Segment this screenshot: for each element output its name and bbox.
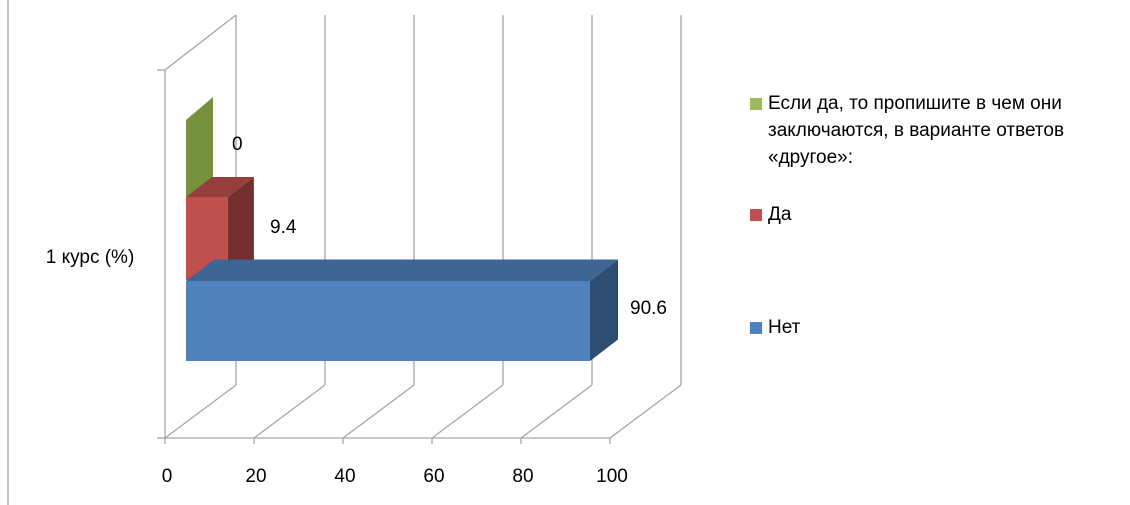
legend-label-no: Нет: [768, 317, 801, 338]
floor-gridline: [342, 384, 415, 439]
legend-item-yes: Да: [750, 201, 1108, 228]
x-tick-label: 0: [162, 466, 173, 487]
chart-labels: 0 20 40 60 80 100 1 курс (%) 90.6 9.4 0: [46, 134, 667, 487]
chart-bars: [186, 97, 618, 361]
category-label: 1 курс (%): [46, 247, 135, 268]
data-label: 90.6: [630, 298, 667, 319]
legend-swatch-no: [750, 322, 762, 334]
bar-no-side: [590, 259, 618, 361]
floor-gridline: [431, 384, 504, 439]
bar-other-side: [186, 97, 213, 197]
legend-label-other: Если да, то пропишите в чем они заключаю…: [768, 93, 1065, 168]
legend-label-yes: Да: [768, 204, 792, 225]
legend-swatch-yes: [750, 209, 762, 221]
floor-gridline: [164, 384, 237, 439]
bar-yes-side: [227, 176, 254, 280]
bar-yes-top: [186, 176, 254, 197]
data-label: 9.4: [270, 217, 297, 238]
floor-gridline: [253, 384, 326, 439]
x-tick-label: 100: [596, 466, 628, 487]
bar-no: [186, 259, 618, 361]
legend-item-other: Если да, то пропишите в чем они заключаю…: [750, 90, 1108, 171]
data-label: 0: [232, 134, 243, 155]
bar-other: [186, 97, 213, 197]
x-tick-label: 80: [512, 466, 533, 487]
bar-no-top: [186, 259, 618, 281]
x-tick-label: 40: [334, 466, 355, 487]
floor-gridline: [520, 384, 593, 439]
floor-gridline: [609, 384, 682, 439]
bar-no-front: [186, 281, 590, 361]
legend-item-no: Нет: [750, 314, 1108, 341]
legend-swatch-other: [750, 98, 762, 110]
x-tick-label: 20: [245, 466, 266, 487]
x-tick-label: 60: [423, 466, 444, 487]
